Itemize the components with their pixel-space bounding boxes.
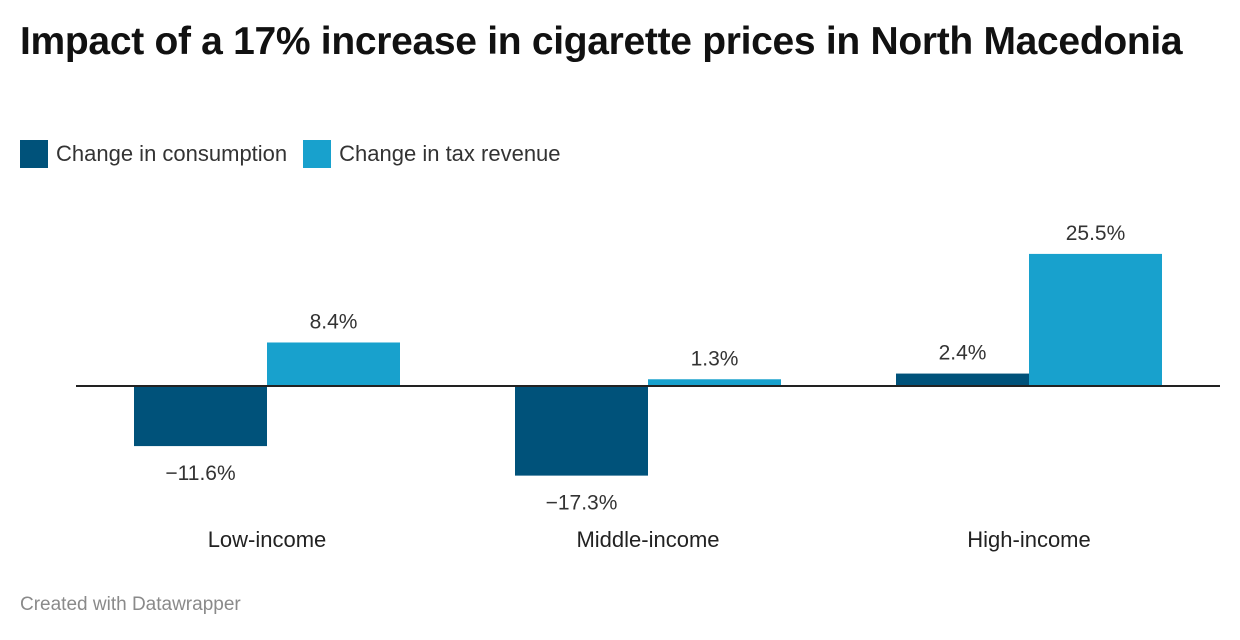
bar-low-income-change-in-consumption <box>134 386 267 447</box>
legend-label-tax-revenue: Change in tax revenue <box>339 141 561 166</box>
legend: Change in consumption Change in tax reve… <box>20 140 577 168</box>
data-label-low-income-change-in-consumption: −11.6% <box>165 462 235 485</box>
legend-item-tax-revenue: Change in tax revenue <box>303 140 561 168</box>
bar-high-income-change-in-consumption <box>896 373 1029 386</box>
data-label-middle-income-change-in-consumption: −17.3% <box>546 492 618 515</box>
category-label-low-income: Low-income <box>208 527 327 552</box>
chart-title: Impact of a 17% increase in cigarette pr… <box>20 20 1183 63</box>
data-label-high-income-change-in-tax-revenue: 25.5% <box>1066 222 1126 245</box>
footer-credit[interactable]: Created with Datawrapper <box>20 594 241 615</box>
legend-item-consumption: Change in consumption <box>20 140 287 168</box>
data-label-low-income-change-in-tax-revenue: 8.4% <box>310 310 358 333</box>
data-label-high-income-change-in-consumption: 2.4% <box>939 342 987 365</box>
bar-high-income-change-in-tax-revenue <box>1029 253 1162 386</box>
bar-middle-income-change-in-consumption <box>515 386 648 476</box>
legend-swatch-tax-revenue <box>303 140 332 168</box>
legend-swatch-consumption <box>20 140 48 168</box>
bar-low-income-change-in-tax-revenue <box>267 342 400 386</box>
data-label-middle-income-change-in-tax-revenue: 1.3% <box>691 347 739 370</box>
bar-middle-income-change-in-tax-revenue <box>648 379 781 386</box>
bar-chart: −11.6% 8.4% Low-income −17.3% 1.3% Middle-inc… <box>76 222 1220 552</box>
legend-label-consumption: Change in consumption <box>56 141 288 166</box>
category-label-middle-income: Middle-income <box>576 527 719 552</box>
category-label-high-income: High-income <box>967 527 1091 552</box>
